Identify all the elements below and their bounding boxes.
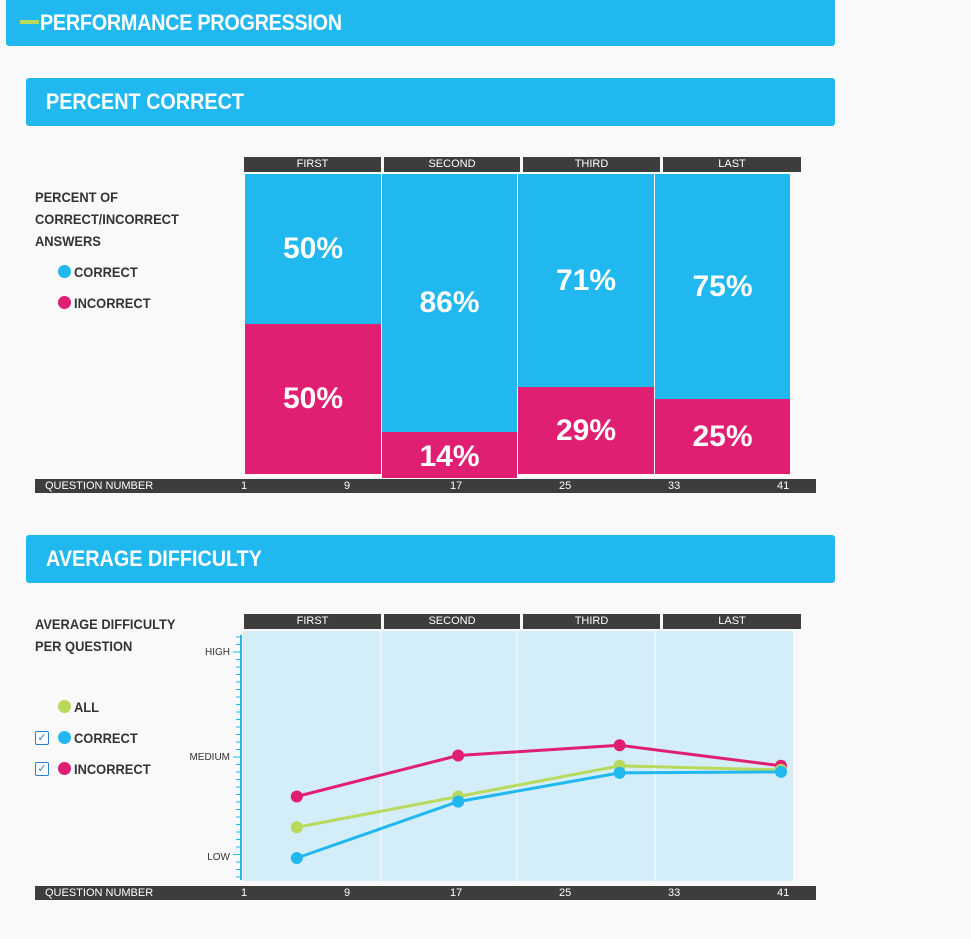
legend-correct-checkbox[interactable]: ✓ [35,731,49,745]
header-bar: PERFORMANCE PROGRESSION [6,0,835,46]
section-title: AVERAGE DIFFICULTY [46,546,262,571]
data-point-correct [452,795,465,808]
axis-tick: 41 [777,887,790,899]
axis-tick: 25 [559,887,572,899]
page-title: PERFORMANCE PROGRESSION [40,10,342,35]
series-line-all [296,764,782,829]
label-line: PERCENT OF [35,189,119,205]
section-title: PERCENT CORRECT [46,89,245,114]
axis-tick: 1 [241,887,248,899]
axis-tick: 25 [559,480,572,492]
bar-incorrect-last: 25% [655,399,790,474]
legend-correct[interactable]: CORRECT [74,730,138,746]
label-line: AVERAGE DIFFICULTY [35,616,176,632]
phase-header-first: FIRST [244,157,381,172]
bar-incorrect-first: 50% [245,324,381,474]
phase-header-third: THIRD [523,614,660,629]
axis-tick: 41 [777,480,790,492]
section-percent-correct-header: PERCENT CORRECT [26,78,835,126]
difficulty-chart-label: AVERAGE DIFFICULTY PER QUESTION [35,613,175,657]
phase-header-last: LAST [663,614,801,629]
legend-incorrect[interactable]: INCORRECT [74,295,151,311]
series-line-correct [296,770,782,860]
y-tick-high: HIGH [205,647,230,658]
bar-incorrect-third: 29% [518,387,654,474]
phase-header-third: THIRD [523,157,660,172]
question-axis-bottom: QUESTION NUMBER 1 9 17 25 33 41 [35,886,816,900]
data-point-incorrect [452,749,465,762]
label-line: ANSWERS [35,233,101,249]
phase-header-second: SECOND [384,614,520,629]
axis-label: QUESTION NUMBER [45,480,154,492]
y-tick-low: LOW [207,852,230,863]
data-point-incorrect [613,739,626,752]
phase-header-second: SECOND [384,157,520,172]
label-line: CORRECT/INCORRECT [35,211,179,227]
y-tick-medium: MEDIUM [189,752,230,763]
data-point-incorrect [290,790,303,803]
data-point-correct [613,766,626,779]
axis-tick: 9 [344,887,351,899]
data-point-correct [775,765,787,778]
question-axis-top: QUESTION NUMBER 1 9 17 25 33 41 [35,479,816,493]
axis-tick: 33 [668,480,681,492]
label-line: PER QUESTION [35,638,133,654]
axis-tick: 33 [668,887,681,899]
axis-tick: 1 [241,480,248,492]
series-line-incorrect [296,743,782,798]
percent-chart-label: PERCENT OF CORRECT/INCORRECT ANSWERS [35,186,179,252]
axis-label: QUESTION NUMBER [45,887,154,899]
section-average-difficulty-header: AVERAGE DIFFICULTY [26,535,835,583]
phase-header-last: LAST [663,157,801,172]
legend-correct-dot [58,265,71,278]
legend-correct[interactable]: CORRECT [74,264,138,280]
bar-correct-third: 71% [518,174,654,387]
legend-incorrect[interactable]: INCORRECT [74,761,151,777]
legend-all-dot [58,700,71,713]
bar-correct-last: 75% [655,174,790,399]
legend-incorrect-dot [58,762,71,775]
legend-correct-dot [58,731,71,744]
axis-tick: 17 [450,887,463,899]
bar-correct-second: 86% [382,174,517,432]
bar-correct-first: 50% [245,174,381,324]
header-accent-dash [20,20,39,24]
bar-incorrect-second: 14% [382,432,517,478]
data-point-correct [290,852,303,864]
legend-incorrect-checkbox[interactable]: ✓ [35,762,49,776]
data-point-all [290,821,303,834]
axis-tick: 17 [450,480,463,492]
legend-all[interactable]: ALL [74,699,100,715]
legend-incorrect-dot [58,296,71,309]
phase-header-first: FIRST [244,614,381,629]
axis-tick: 9 [344,480,351,492]
